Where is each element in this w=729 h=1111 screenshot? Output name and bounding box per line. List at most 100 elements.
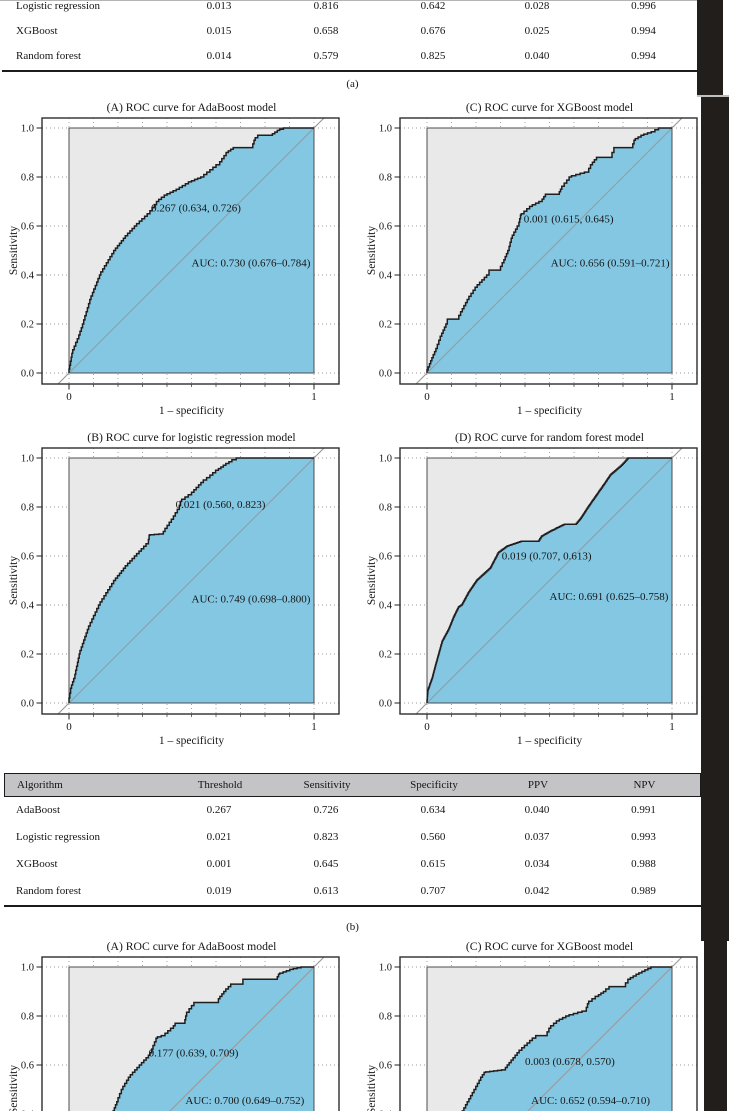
- value-cell: 0.613: [313, 885, 339, 897]
- panel-title: (A) ROC curve for AdaBoost model: [107, 101, 278, 114]
- unit-square-border: [68, 457, 315, 704]
- table-header-row: Algorithm Threshold Sensitivity Specificity…: [4, 773, 701, 797]
- column-header: Specificity: [410, 778, 458, 791]
- value-cell: 0.991: [631, 804, 656, 816]
- value-cell: 0.040: [524, 804, 550, 816]
- table-a: Logistic regression 0.013 0.816 0.642 0.028 0…: [4, 0, 701, 69]
- algorithm-cell: Random forest: [16, 885, 82, 897]
- y-tick-label: 0.6: [21, 552, 34, 563]
- table-row: Random forest 0.019 0.613 0.707 0.042 0.989: [4, 878, 701, 905]
- axis-box: [399, 447, 698, 715]
- diagonal-reference-line: [527, 957, 683, 1111]
- table-a-bottom-rule: [2, 70, 701, 72]
- y-tick-label: 0.8: [21, 1012, 34, 1023]
- caption-a: (a): [346, 78, 359, 90]
- caption-b: (b): [346, 921, 359, 933]
- unit-square-border: [68, 966, 315, 1111]
- roc-curve: [68, 457, 314, 703]
- panel-title: (D) ROC curve for random forest model: [455, 431, 645, 444]
- axis-box: [41, 117, 340, 385]
- value-cell: 0.040: [524, 50, 550, 62]
- axis-box: [41, 447, 340, 715]
- value-cell: 0.993: [631, 831, 656, 843]
- value-cell: 0.645: [313, 858, 339, 870]
- roc-panel-C: 0.0 0.2 0.4 0.6 0.8 1.0 0 1 1 – specificity Sensi…: [366, 101, 698, 417]
- value-cell: 0.988: [631, 858, 656, 870]
- y-tick-label: 1.0: [21, 124, 34, 135]
- y-axis-label: Sensitivity: [366, 226, 378, 275]
- diagonal-reference-line: [57, 118, 325, 384]
- value-cell: 0.267: [206, 804, 232, 816]
- column-header: Threshold: [197, 778, 243, 791]
- y-tick-label: 0.0: [379, 699, 392, 710]
- unit-square-border: [68, 127, 315, 374]
- value-cell: 0.013: [206, 0, 232, 12]
- y-tick-label: 0.4: [379, 1110, 393, 1111]
- scan-artifact-bar-middle: [701, 97, 729, 941]
- algorithm-cell: Logistic regression: [16, 831, 101, 843]
- value-cell: 0.989: [631, 885, 656, 897]
- y-tick-label: 0.4: [379, 271, 393, 282]
- threshold-annotation: 0.021 (0.560, 0.823): [176, 499, 266, 511]
- y-tick-label: 0.6: [379, 552, 392, 563]
- y-tick-label: 0.4: [21, 601, 35, 612]
- y-tick-label: 0.6: [21, 1061, 34, 1072]
- value-cell: 0.019: [206, 885, 232, 897]
- algorithm-cell: Random forest: [16, 50, 82, 62]
- x-axis-label: 1 – specificity: [159, 735, 224, 747]
- y-tick-label: 0.6: [21, 222, 34, 233]
- table-row: Random forest 0.014 0.579 0.825 0.040 0.994: [4, 44, 701, 69]
- value-cell: 0.014: [206, 50, 232, 62]
- x-tick-label: 0: [66, 391, 72, 403]
- value-cell: 0.021: [206, 831, 232, 843]
- threshold-annotation: 0.177 (0.639, 0.709): [149, 1047, 239, 1059]
- threshold-annotation: 0.001 (0.615, 0.645): [524, 213, 614, 225]
- y-tick-label: 0.2: [21, 320, 34, 331]
- y-tick-label: 0.8: [379, 1012, 392, 1023]
- value-cell: 0.823: [313, 831, 339, 843]
- threshold-annotation: 0.003 (0.678, 0.570): [525, 1056, 615, 1068]
- y-tick-label: 0.6: [379, 222, 392, 233]
- y-tick-label: 0.8: [379, 503, 392, 514]
- y-tick-label: 0.2: [21, 650, 34, 661]
- auc-annotation: AUC: 0.700 (0.649–0.752): [185, 1095, 304, 1107]
- y-tick-label: 1.0: [21, 963, 34, 974]
- value-cell: 0.634: [420, 804, 446, 816]
- algorithm-cell: Logistic regression: [16, 0, 101, 12]
- value-cell: 0.996: [631, 0, 656, 12]
- value-cell: 0.001: [206, 858, 232, 870]
- y-tick-label: 0.4: [379, 601, 393, 612]
- unit-square-border: [426, 457, 673, 704]
- roc-curve: [426, 127, 672, 373]
- y-tick-label: 0.8: [21, 503, 34, 514]
- table-row: Logistic regression 0.021 0.823 0.560 0.037 0…: [4, 824, 701, 851]
- value-cell: 0.676: [420, 25, 446, 37]
- panel-title: (C) ROC curve for XGBoost model: [466, 940, 634, 953]
- y-tick-label: 0.0: [21, 699, 34, 710]
- algorithm-cell: XGBoost: [16, 25, 58, 37]
- unit-square-border: [426, 127, 673, 374]
- x-tick-label: 1: [669, 721, 675, 733]
- axis-box: [399, 117, 698, 385]
- y-tick-label: 1.0: [379, 124, 392, 135]
- x-axis-label: 1 – specificity: [517, 735, 582, 747]
- diagonal-reference-line: [415, 118, 683, 384]
- y-tick-label: 0.4: [21, 1110, 35, 1111]
- algorithm-cell: XGBoost: [16, 858, 58, 870]
- table-a-top-rule: [0, 0, 701, 1]
- panel-title: (B) ROC curve for logistic regression mo…: [87, 431, 296, 444]
- y-axis-label: Sensitivity: [366, 1065, 378, 1111]
- y-tick-label: 1.0: [379, 963, 392, 974]
- y-axis-label: Sensitivity: [366, 556, 378, 605]
- value-cell: 0.816: [313, 0, 339, 12]
- axis-ticks: [394, 966, 400, 1066]
- roc-panel-D: 0.0 0.2 0.4 0.6 0.8 1.0 0 1 1 – specificity Sensi…: [366, 431, 698, 747]
- y-tick-label: 0.0: [21, 369, 34, 380]
- scan-artifact-bar-bottom: [704, 941, 727, 1111]
- roc-area-fill: [113, 967, 314, 1111]
- table-b: Algorithm Threshold Sensitivity Specificity…: [4, 773, 701, 907]
- threshold-annotation: 0.267 (0.634, 0.726): [151, 202, 241, 214]
